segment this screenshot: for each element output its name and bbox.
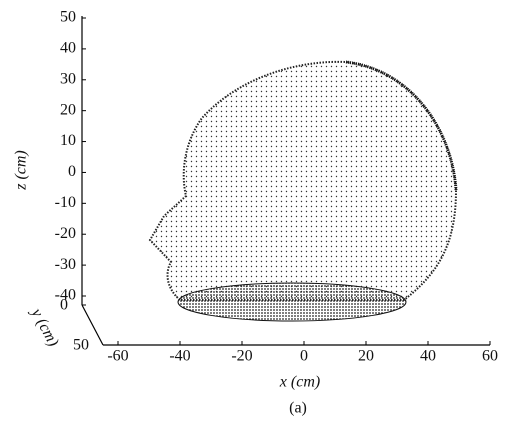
x-tick-label: 40: [420, 348, 436, 365]
z-tick-label: -10: [55, 194, 76, 211]
z-axis-label: z (cm): [13, 150, 30, 191]
z-tick-label: -30: [55, 256, 76, 273]
y-tick-label: 50: [73, 337, 89, 354]
head-edge: [345, 60, 458, 191]
z-tick-label: -20: [55, 225, 76, 242]
x-tick-label: -40: [169, 348, 190, 365]
z-tick-label: 10: [60, 132, 76, 149]
head-point-cloud: [148, 60, 458, 322]
z-tick-label: 40: [60, 40, 76, 57]
y-axis-label: y (cm): [27, 304, 62, 349]
x-tick-label: -60: [107, 348, 128, 365]
head-surface: [148, 60, 458, 301]
y-tick-label: 0: [60, 297, 68, 314]
x-tick-label: 20: [358, 348, 374, 365]
x-axis-label: x (cm): [279, 374, 320, 391]
z-tick-label: -40: [55, 287, 76, 304]
y-axis: [81, 304, 104, 346]
caption: (a): [289, 400, 307, 417]
z-tick-label: 50: [60, 9, 76, 26]
x-tick-label: -20: [231, 348, 252, 365]
neck-base: [177, 282, 407, 322]
z-tick-label: 30: [60, 70, 76, 87]
z-tick-label: 0: [68, 163, 76, 180]
x-tick-label: 0: [300, 348, 308, 365]
z-tick-label: 20: [60, 101, 76, 118]
x-tick-label: 60: [482, 348, 498, 365]
